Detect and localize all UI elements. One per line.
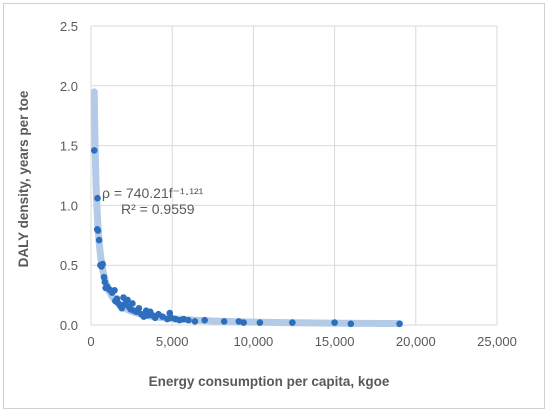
y-tick-label: 2.5 xyxy=(60,19,78,34)
data-point xyxy=(396,320,403,328)
equation-label: ρ = 740.21f⁻¹·¹²¹ xyxy=(102,185,204,201)
data-point xyxy=(124,296,131,304)
y-tick-label: 1.0 xyxy=(60,198,78,213)
data-point xyxy=(94,194,101,202)
data-point xyxy=(159,313,166,320)
data-point xyxy=(331,319,338,326)
data-point xyxy=(289,319,296,326)
scatter-chart: 0 5,000 10,000 15,000 20,000 25,000 0.0 0.5 1.0 1… xyxy=(16,19,517,389)
y-tick-label: 0.0 xyxy=(60,318,78,333)
data-point xyxy=(191,318,199,325)
x-tick-label: 15,000 xyxy=(315,334,355,349)
data-point xyxy=(135,304,143,312)
y-tick-label: 0.5 xyxy=(60,258,78,273)
x-tick-label: 10,000 xyxy=(234,334,274,349)
y-axis-title: DALY density, years per toe xyxy=(16,90,31,267)
data-point xyxy=(220,318,228,325)
y-tick-label: 1.5 xyxy=(60,139,78,154)
data-point xyxy=(185,316,192,324)
data-point xyxy=(347,320,355,328)
x-tick-label: 25,000 xyxy=(477,334,517,349)
data-point xyxy=(201,316,208,324)
data-point xyxy=(94,227,102,234)
data-point xyxy=(99,260,106,268)
data-point xyxy=(90,147,98,154)
x-tick-label: 0 xyxy=(87,334,94,349)
data-point xyxy=(256,319,264,326)
chart-frame: 0 5,000 10,000 15,000 20,000 25,000 0.0 0.5 1.0 1… xyxy=(3,3,545,409)
data-point xyxy=(129,300,136,307)
data-point xyxy=(111,287,118,294)
gridlines xyxy=(90,25,498,326)
tick-labels: 0 5,000 10,000 15,000 20,000 25,000 0.0 0.5 1.0 1… xyxy=(60,19,517,349)
data-points xyxy=(90,147,403,328)
data-point xyxy=(95,236,103,244)
x-tick-label: 5,000 xyxy=(156,334,189,349)
y-tick-label: 2.0 xyxy=(60,79,78,94)
x-axis-title: Energy consumption per capita, kgoe xyxy=(149,374,390,389)
r-squared-label: R² = 0.9559 xyxy=(121,201,195,217)
data-point xyxy=(240,319,247,326)
x-tick-label: 20,000 xyxy=(396,334,436,349)
